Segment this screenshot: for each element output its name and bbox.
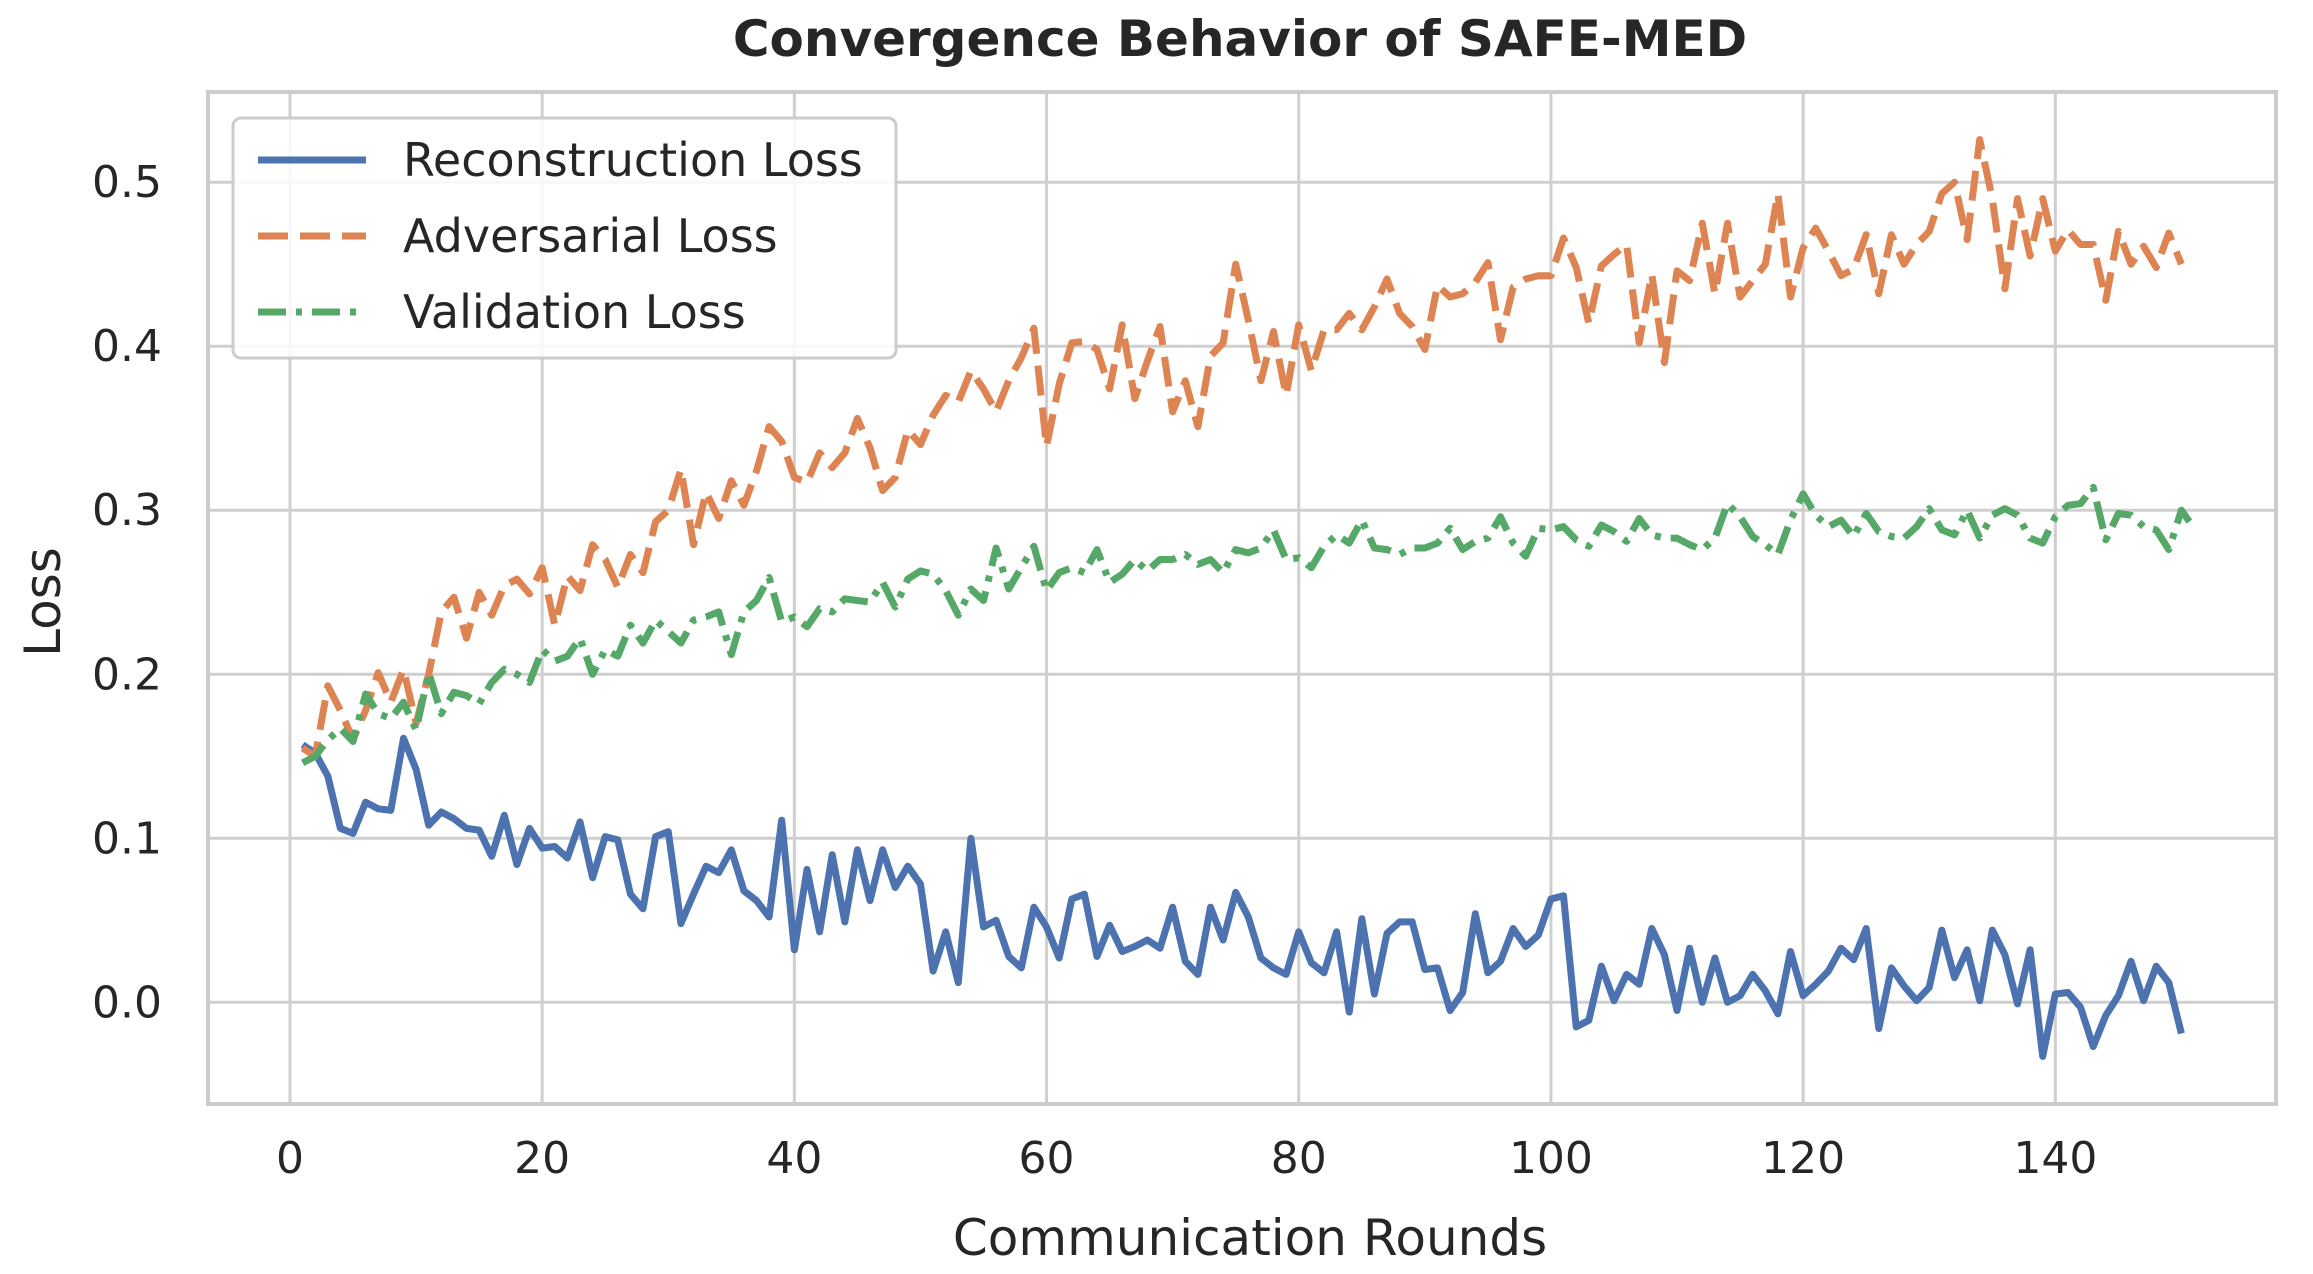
plot-frame [206, 90, 2278, 1106]
x-tick-label: 80 [1271, 1133, 1327, 1184]
y-tick-label: 0.2 [92, 649, 162, 700]
y-tick-label: 0.5 [92, 157, 162, 208]
y-axis-label: Loss [14, 547, 72, 657]
y-tick-label: 0.1 [92, 813, 162, 864]
x-tick-label: 20 [514, 1133, 570, 1184]
legend-label-adversarial: Adversarial Loss [403, 209, 778, 263]
y-axis-ticks: 0.0 0.1 0.2 0.3 0.4 0.5 [92, 157, 162, 1028]
series-lines [300, 136, 2197, 1060]
x-axis-ticks: 0 20 40 60 80 100 120 140 [276, 1133, 2097, 1184]
series-line-validation-loss [300, 483, 2197, 766]
x-tick-label: 120 [1761, 1133, 1845, 1184]
x-tick-label: 40 [766, 1133, 822, 1184]
x-tick-label: 100 [1509, 1133, 1593, 1184]
x-tick-label: 140 [2013, 1133, 2097, 1184]
legend-label-validation: Validation Loss [403, 285, 746, 339]
series-line-reconstruction-loss [300, 734, 2185, 1060]
chart-title: Convergence Behavior of SAFE-MED [733, 10, 1747, 68]
y-tick-label: 0.0 [92, 977, 162, 1028]
series-line-adversarial-loss [300, 136, 2185, 760]
legend-label-reconstruction: Reconstruction Loss [403, 133, 863, 187]
y-tick-label: 0.4 [92, 321, 162, 372]
x-tick-label: 0 [276, 1133, 304, 1184]
x-tick-label: 60 [1019, 1133, 1075, 1184]
legend-box [231, 116, 898, 360]
y-tick-label: 0.3 [92, 485, 162, 536]
x-axis-label: Communication Rounds [953, 1209, 1547, 1267]
legend: Reconstruction Loss Adversarial Loss Val… [231, 116, 898, 360]
